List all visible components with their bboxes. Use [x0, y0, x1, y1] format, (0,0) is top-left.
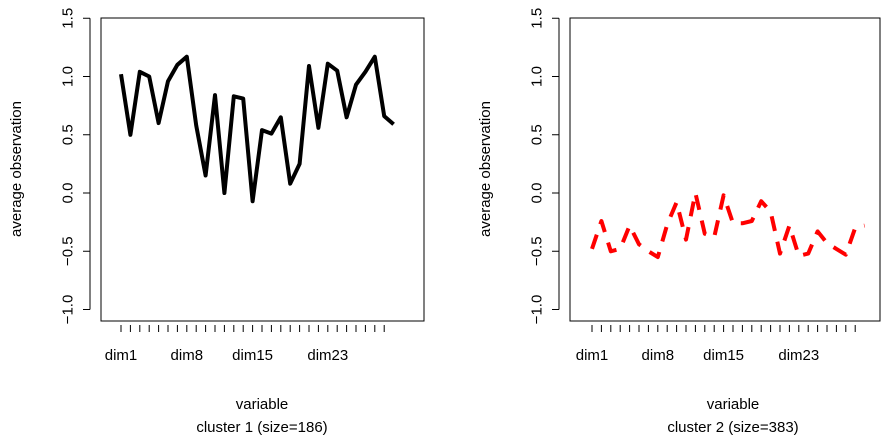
x-axis: dim1 dim8 dim15 dim23 — [105, 325, 385, 364]
x-tick-label: dim23 — [307, 347, 348, 364]
series-line — [119, 54, 395, 204]
chart-panel-cluster-1: −1.0−0.50.00.51.01.5 dim1 dim8 dim15 dim23 … — [8, 8, 425, 436]
x-tick-label: dim8 — [642, 347, 675, 364]
chart-subtitle: cluster 2 (size=383) — [667, 419, 798, 436]
x-tick-label: dim23 — [778, 347, 819, 364]
chart-panel-cluster-2: −1.0−0.50.00.51.01.5 dim1 dim8 dim15 dim23 … — [477, 8, 881, 436]
y-tick-label: 1.5 — [60, 8, 77, 29]
y-tick-label: 1.0 — [529, 66, 546, 87]
x-tick-label: dim1 — [105, 347, 138, 364]
series-layer — [119, 54, 395, 204]
y-tick-label: 0.0 — [60, 183, 77, 204]
y-axis-label: average observation — [8, 101, 25, 237]
x-tick-label: dim15 — [703, 347, 744, 364]
x-axis-label: variable — [707, 396, 760, 413]
x-axis-label: variable — [236, 396, 289, 413]
x-tick-label: dim8 — [171, 347, 204, 364]
series-layer — [590, 191, 866, 260]
y-tick-label: 1.0 — [60, 66, 77, 87]
y-tick-label: 0.5 — [60, 124, 77, 145]
y-axis-label: average observation — [477, 101, 494, 237]
y-tick-label: −0.5 — [60, 236, 77, 266]
plot-frame — [100, 17, 425, 322]
y-tick-label: −1.0 — [60, 295, 77, 325]
y-axis: −1.0 −0.5 0.0 0.5 1.0 1.5 — [529, 8, 560, 324]
chart-subtitle: cluster 1 (size=186) — [196, 419, 327, 436]
x-tick-label: dim15 — [232, 347, 273, 364]
y-tick-label: 0.0 — [529, 183, 546, 204]
x-tick-label: dim1 — [576, 347, 609, 364]
y-tick-label: 0.5 — [529, 124, 546, 145]
x-axis: dim1 dim8 dim15 dim23 — [576, 325, 856, 364]
series-line — [590, 191, 866, 260]
y-tick-label: −1.0 — [529, 295, 546, 325]
plot-frame — [569, 17, 881, 322]
y-axis: −1.0 −0.5 0.0 0.5 1.0 1.5 — [60, 8, 91, 324]
y-tick-label: −0.5 — [529, 236, 546, 266]
y-tick-label: 1.5 — [529, 8, 546, 29]
